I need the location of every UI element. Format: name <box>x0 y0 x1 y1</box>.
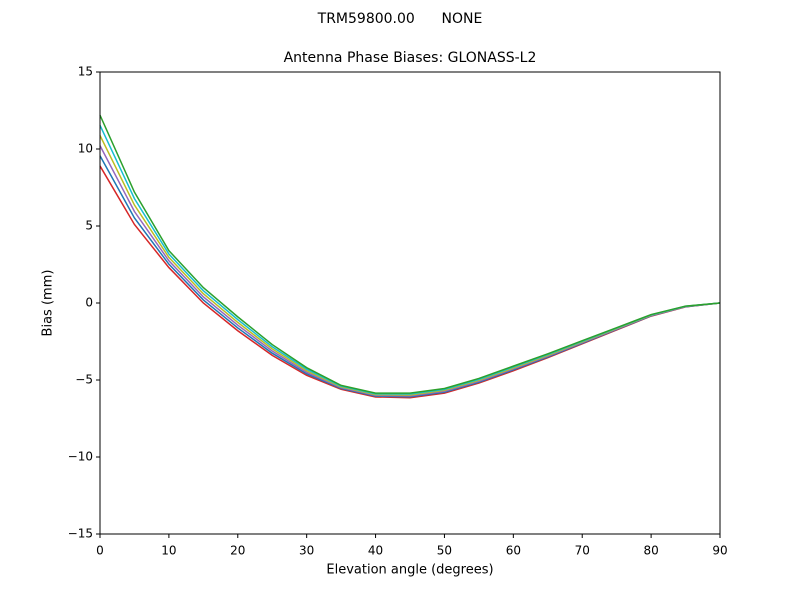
y-tick-label: 15 <box>78 65 93 79</box>
y-tick-label: −5 <box>75 373 93 387</box>
y-axis-label: Bias (mm) <box>41 270 56 337</box>
x-tick-label: 40 <box>368 544 383 558</box>
x-axis-label: Elevation angle (degrees) <box>326 563 493 578</box>
data-line <box>99 145 721 397</box>
plot-frame <box>99 71 721 535</box>
y-tick-label: 5 <box>85 219 93 233</box>
x-tick-label: 70 <box>575 544 590 558</box>
data-line <box>99 114 721 394</box>
y-tick-label: −10 <box>68 450 93 464</box>
y-tick-label: 0 <box>85 296 93 310</box>
x-tick-label: 50 <box>437 544 452 558</box>
data-line <box>99 124 721 395</box>
data-line <box>99 135 721 396</box>
x-tick-label: 60 <box>506 544 521 558</box>
x-tick-label: 80 <box>643 544 658 558</box>
x-tick-label: 10 <box>161 544 176 558</box>
x-tick-label: 20 <box>230 544 245 558</box>
x-tick-label: 90 <box>712 544 727 558</box>
suptitle: TRM59800.00 NONE <box>317 11 483 27</box>
x-tick-label: 0 <box>96 544 104 558</box>
y-tick-label: 10 <box>78 142 93 156</box>
x-tick-label: 30 <box>299 544 314 558</box>
chart-title: Antenna Phase Biases: GLONASS-L2 <box>284 50 537 66</box>
y-tick-label: −15 <box>68 527 93 541</box>
